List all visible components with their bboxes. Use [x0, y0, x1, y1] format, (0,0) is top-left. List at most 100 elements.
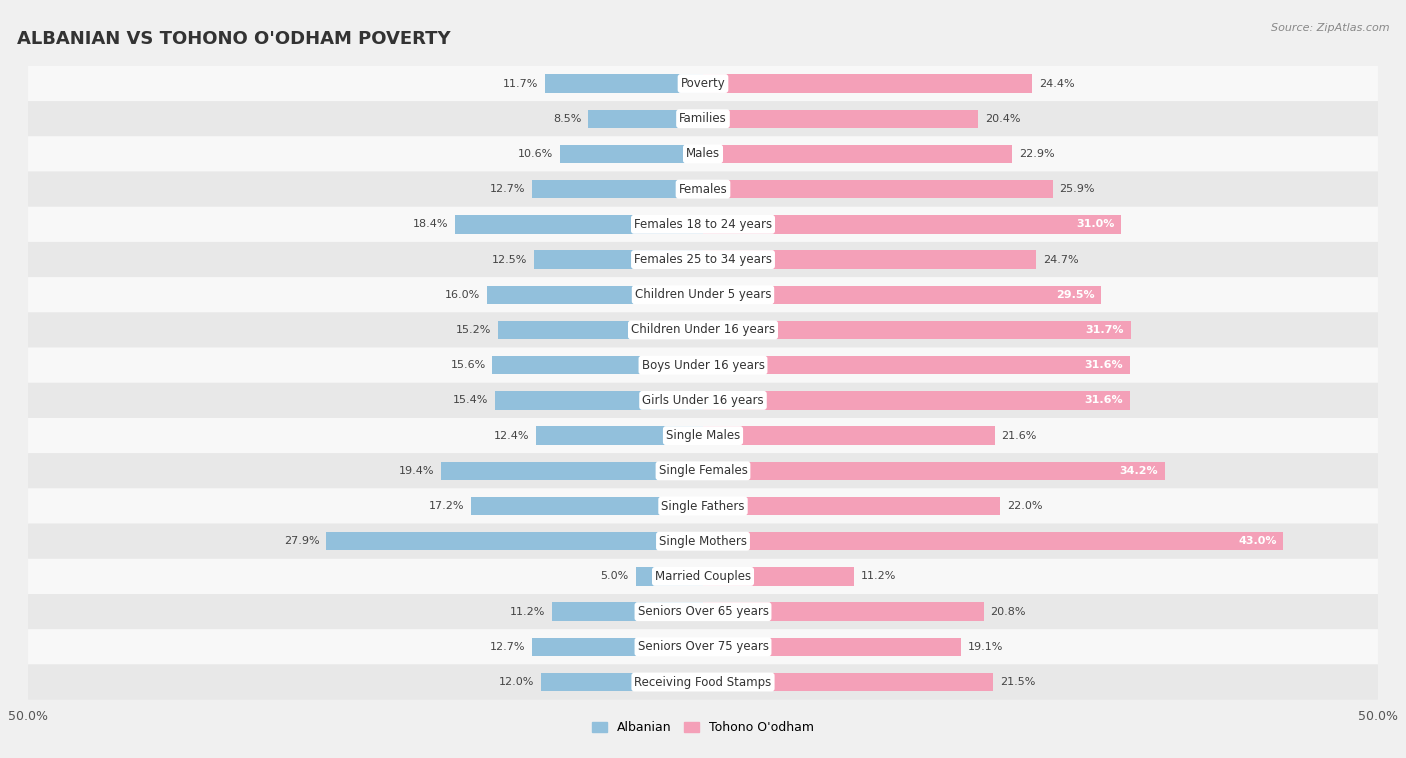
Text: 31.6%: 31.6%	[1084, 396, 1123, 406]
FancyBboxPatch shape	[28, 101, 1378, 136]
Bar	[703, 215, 1122, 233]
Text: Married Couples: Married Couples	[655, 570, 751, 583]
Text: ALBANIAN VS TOHONO O'ODHAM POVERTY: ALBANIAN VS TOHONO O'ODHAM POVERTY	[17, 30, 450, 49]
FancyBboxPatch shape	[28, 629, 1378, 665]
Text: Females: Females	[679, 183, 727, 196]
Bar	[531, 180, 703, 199]
Text: 24.4%: 24.4%	[1039, 79, 1074, 89]
Text: Females 25 to 34 years: Females 25 to 34 years	[634, 253, 772, 266]
Text: 19.1%: 19.1%	[967, 642, 1002, 652]
FancyBboxPatch shape	[28, 312, 1378, 348]
FancyBboxPatch shape	[28, 524, 1378, 559]
Text: Seniors Over 65 years: Seniors Over 65 years	[637, 605, 769, 618]
Bar	[703, 673, 993, 691]
Bar	[534, 250, 703, 269]
Text: 11.2%: 11.2%	[510, 606, 546, 617]
Text: 16.0%: 16.0%	[446, 290, 481, 299]
Bar	[703, 427, 994, 445]
Text: 20.4%: 20.4%	[986, 114, 1021, 124]
Text: Seniors Over 75 years: Seniors Over 75 years	[637, 641, 769, 653]
Text: 10.6%: 10.6%	[517, 149, 553, 159]
FancyBboxPatch shape	[28, 348, 1378, 383]
Bar	[536, 427, 703, 445]
Bar	[703, 145, 1012, 163]
Text: 15.2%: 15.2%	[456, 325, 491, 335]
Text: Girls Under 16 years: Girls Under 16 years	[643, 394, 763, 407]
Bar	[541, 673, 703, 691]
Bar	[703, 462, 1164, 480]
Text: 29.5%: 29.5%	[1056, 290, 1094, 299]
Text: 5.0%: 5.0%	[600, 572, 628, 581]
Text: Single Females: Single Females	[658, 465, 748, 478]
Bar	[703, 637, 960, 656]
FancyBboxPatch shape	[28, 207, 1378, 242]
Text: Single Mothers: Single Mothers	[659, 534, 747, 548]
FancyBboxPatch shape	[28, 136, 1378, 171]
Text: 21.5%: 21.5%	[1000, 677, 1035, 687]
FancyBboxPatch shape	[28, 418, 1378, 453]
Bar	[703, 74, 1032, 92]
Text: 31.0%: 31.0%	[1077, 219, 1115, 230]
Text: 24.7%: 24.7%	[1043, 255, 1078, 265]
Bar	[471, 496, 703, 515]
Bar	[551, 603, 703, 621]
Text: Children Under 5 years: Children Under 5 years	[634, 288, 772, 301]
Text: 31.7%: 31.7%	[1085, 325, 1125, 335]
Bar	[560, 145, 703, 163]
Bar	[636, 567, 703, 586]
Text: 12.0%: 12.0%	[499, 677, 534, 687]
FancyBboxPatch shape	[28, 383, 1378, 418]
Bar	[588, 110, 703, 128]
Text: 11.7%: 11.7%	[503, 79, 538, 89]
FancyBboxPatch shape	[28, 559, 1378, 594]
Legend: Albanian, Tohono O'odham: Albanian, Tohono O'odham	[592, 721, 814, 735]
Bar	[326, 532, 703, 550]
Text: 22.0%: 22.0%	[1007, 501, 1042, 511]
Text: 12.5%: 12.5%	[492, 255, 527, 265]
FancyBboxPatch shape	[28, 242, 1378, 277]
Text: Boys Under 16 years: Boys Under 16 years	[641, 359, 765, 371]
Text: Poverty: Poverty	[681, 77, 725, 90]
Text: Receiving Food Stamps: Receiving Food Stamps	[634, 675, 772, 688]
Text: 12.7%: 12.7%	[489, 642, 524, 652]
Bar	[703, 321, 1130, 339]
Text: 27.9%: 27.9%	[284, 536, 319, 547]
Text: 15.6%: 15.6%	[450, 360, 485, 370]
Bar	[454, 215, 703, 233]
Text: Children Under 16 years: Children Under 16 years	[631, 324, 775, 337]
Bar	[703, 110, 979, 128]
Bar	[441, 462, 703, 480]
Bar	[703, 532, 1284, 550]
Text: Families: Families	[679, 112, 727, 125]
Bar	[492, 356, 703, 374]
Text: 12.4%: 12.4%	[494, 431, 529, 440]
Text: Source: ZipAtlas.com: Source: ZipAtlas.com	[1271, 23, 1389, 33]
Text: 34.2%: 34.2%	[1119, 466, 1159, 476]
Text: 11.2%: 11.2%	[860, 572, 896, 581]
Bar	[546, 74, 703, 92]
Text: 12.7%: 12.7%	[489, 184, 524, 194]
Text: 31.6%: 31.6%	[1084, 360, 1123, 370]
Text: 20.8%: 20.8%	[990, 606, 1026, 617]
Text: Single Males: Single Males	[666, 429, 740, 442]
FancyBboxPatch shape	[28, 171, 1378, 207]
FancyBboxPatch shape	[28, 594, 1378, 629]
FancyBboxPatch shape	[28, 665, 1378, 700]
Bar	[703, 496, 1000, 515]
Bar	[703, 567, 855, 586]
Bar	[703, 356, 1129, 374]
FancyBboxPatch shape	[28, 488, 1378, 524]
Text: 8.5%: 8.5%	[553, 114, 582, 124]
Text: 17.2%: 17.2%	[429, 501, 464, 511]
Text: 25.9%: 25.9%	[1059, 184, 1095, 194]
FancyBboxPatch shape	[28, 66, 1378, 101]
Text: Males: Males	[686, 148, 720, 161]
Bar	[703, 603, 984, 621]
Bar	[495, 391, 703, 409]
Bar	[703, 391, 1129, 409]
Bar	[703, 180, 1053, 199]
Text: 18.4%: 18.4%	[412, 219, 449, 230]
FancyBboxPatch shape	[28, 277, 1378, 312]
FancyBboxPatch shape	[28, 453, 1378, 488]
Bar	[486, 286, 703, 304]
